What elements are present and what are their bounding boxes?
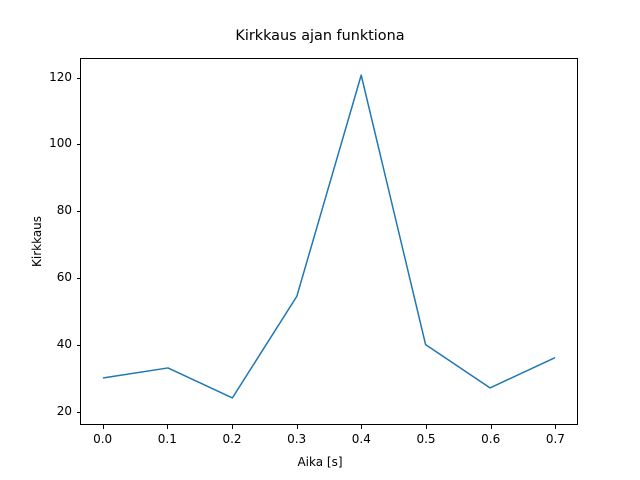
y-tick-mark <box>76 144 80 145</box>
y-tick-label: 120 <box>49 69 72 84</box>
x-tick-label: 0.3 <box>287 432 307 446</box>
y-tick-label: 80 <box>56 203 72 218</box>
x-tick-label: 0.6 <box>481 432 501 446</box>
x-tick-mark <box>167 425 168 429</box>
x-tick-mark <box>232 425 233 429</box>
x-tick-mark <box>491 425 492 429</box>
x-tick-label: 0.7 <box>545 432 565 446</box>
y-tick-label: 20 <box>56 404 72 419</box>
x-tick-mark <box>555 425 556 429</box>
x-tick-label: 0.0 <box>93 432 113 446</box>
data-line-kirkkaus <box>104 75 555 398</box>
x-tick-mark <box>361 425 362 429</box>
x-tick-mark <box>103 425 104 429</box>
y-axis-label: Kirkkaus <box>30 215 44 267</box>
chart-title: Kirkkaus ajan funktiona <box>235 28 405 44</box>
x-tick-label: 0.4 <box>351 432 371 446</box>
x-axis-label: Aika [s] <box>297 455 343 469</box>
x-tick-label: 0.2 <box>222 432 242 446</box>
y-tick-label: 100 <box>49 136 72 151</box>
plot-area <box>80 58 578 425</box>
y-tick-mark <box>76 412 80 413</box>
y-tick-mark <box>76 278 80 279</box>
y-tick-label: 60 <box>56 270 72 285</box>
x-tick-label: 0.1 <box>157 432 177 446</box>
x-tick-mark <box>297 425 298 429</box>
y-tick-mark <box>76 211 80 212</box>
x-tick-mark <box>426 425 427 429</box>
y-tick-mark <box>76 78 80 79</box>
plot-svg <box>81 59 577 424</box>
y-tick-mark <box>76 345 80 346</box>
y-tick-label: 40 <box>56 337 72 352</box>
x-tick-label: 0.5 <box>416 432 436 446</box>
